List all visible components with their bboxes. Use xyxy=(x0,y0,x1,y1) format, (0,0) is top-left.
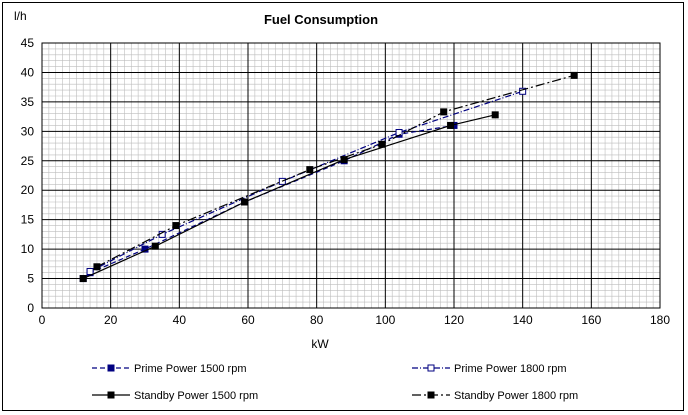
legend-label: Prime Power 1500 rpm xyxy=(134,363,247,375)
legend-label: Prime Power 1800 rpm xyxy=(454,363,567,375)
data-point-marker xyxy=(107,364,115,372)
data-point-marker xyxy=(107,391,115,399)
x-tick-label: 20 xyxy=(104,313,118,327)
data-point-marker xyxy=(241,198,249,206)
data-point-marker xyxy=(447,121,455,129)
x-tick-label: 120 xyxy=(444,313,464,327)
data-point-marker xyxy=(306,166,314,174)
y-tick-label: 0 xyxy=(27,301,34,315)
x-tick-label: 160 xyxy=(581,313,601,327)
legend-item-1: Prime Power 1500 rpm xyxy=(92,363,247,375)
y-tick-label: 25 xyxy=(21,154,35,168)
plot-area-border xyxy=(41,42,661,309)
series-4 xyxy=(93,71,578,271)
y-tick-label: 5 xyxy=(27,272,34,286)
legend-label: Standby Power 1500 rpm xyxy=(134,390,258,402)
x-axis-label: kW xyxy=(311,337,329,351)
y-tick-label: 40 xyxy=(21,65,35,79)
data-point-marker xyxy=(395,129,403,137)
legend-item-3: Standby Power 1500 rpm xyxy=(92,390,258,402)
x-tick-label: 40 xyxy=(173,313,187,327)
y-tick-labels: 0 5 10 15 20 25 30 35 40 45 xyxy=(21,36,35,315)
y-tick-label: 45 xyxy=(21,36,35,50)
x-tick-label: 140 xyxy=(513,313,533,327)
y-tick-label: 35 xyxy=(21,95,35,109)
data-point-marker xyxy=(79,275,87,283)
x-tick-label: 100 xyxy=(375,313,395,327)
series-layer xyxy=(79,71,578,283)
data-point-marker xyxy=(378,140,386,148)
chart-title: Fuel Consumption xyxy=(264,12,378,27)
x-tick-label: 180 xyxy=(650,313,670,327)
data-point-marker xyxy=(86,267,94,275)
data-point-marker xyxy=(519,87,527,95)
x-tick-label: 80 xyxy=(310,313,324,327)
data-point-marker xyxy=(151,242,159,250)
legend-label: Standby Power 1800 rpm xyxy=(454,390,578,402)
y-axis-label: l/h xyxy=(14,9,27,23)
y-tick-label: 15 xyxy=(21,213,35,227)
legend-item-4: Standby Power 1800 rpm xyxy=(412,390,578,402)
data-point-marker xyxy=(440,108,448,116)
x-tick-labels: 0 20 40 60 80 100 120 140 160 180 xyxy=(39,313,671,327)
data-point-marker xyxy=(172,222,180,230)
x-tick-label: 0 xyxy=(39,313,46,327)
minor-grid xyxy=(42,43,660,308)
y-tick-label: 30 xyxy=(21,124,35,138)
data-point-marker xyxy=(93,263,101,271)
series-3 xyxy=(79,111,499,283)
legend: Prime Power 1500 rpm Prime Power 1800 rpm… xyxy=(92,363,578,402)
data-point-marker xyxy=(491,111,499,119)
x-tick-label: 60 xyxy=(241,313,255,327)
data-point-marker xyxy=(427,391,435,399)
legend-item-2: Prime Power 1800 rpm xyxy=(412,363,567,375)
y-tick-label: 20 xyxy=(21,183,35,197)
chart-frame xyxy=(2,2,684,411)
data-point-marker xyxy=(340,156,348,164)
data-point-marker xyxy=(570,71,578,79)
series-line xyxy=(82,114,496,280)
y-tick-label: 10 xyxy=(21,242,35,256)
data-point-marker xyxy=(427,364,435,372)
series-line xyxy=(96,74,575,268)
